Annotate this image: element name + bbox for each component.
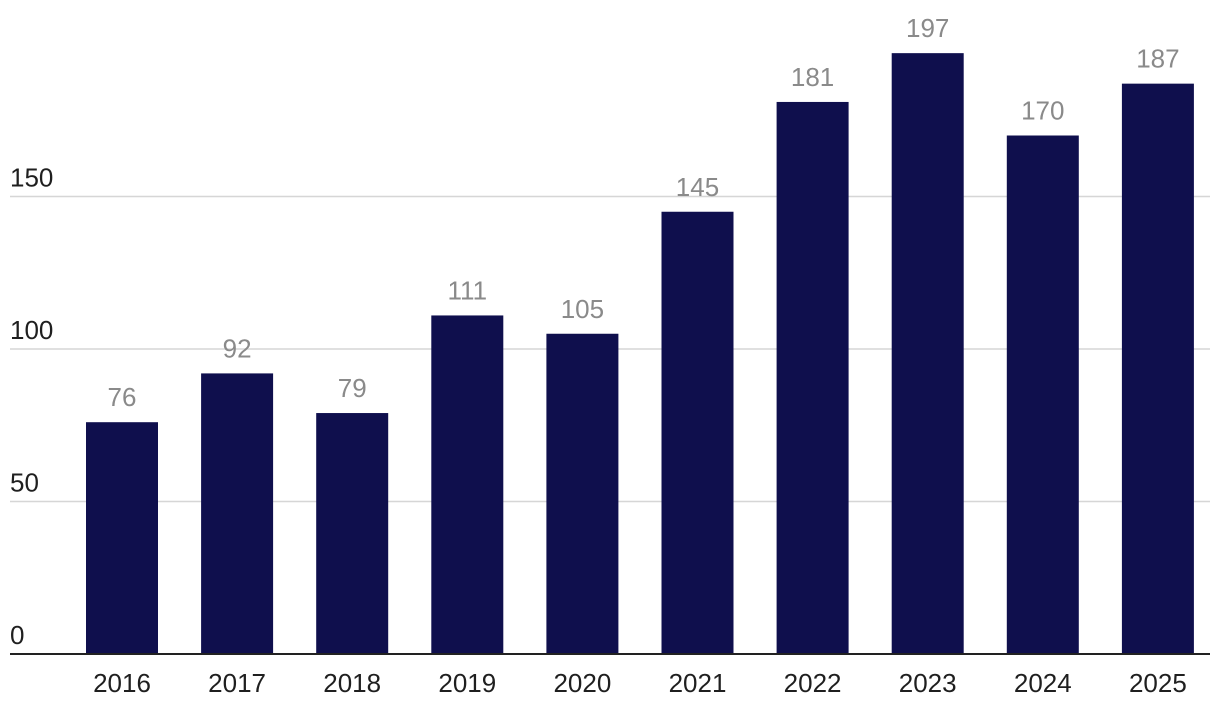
bar-2016 [86, 422, 158, 654]
data-label-2019: 111 [448, 275, 488, 305]
data-label-2025: 187 [1136, 44, 1179, 74]
y-tick-label: 50 [10, 468, 39, 498]
x-tick-label-2016: 2016 [93, 668, 151, 698]
bar-2018 [316, 413, 389, 654]
y-tick-label: 0 [10, 620, 24, 650]
bar-2024 [1006, 135, 1079, 654]
bars [86, 53, 1194, 654]
data-label-2016: 76 [108, 382, 137, 412]
x-axis-tick-labels: 2016 2017 2018 2019 2020 2021 2022 2023 2024 2025 [93, 668, 1187, 698]
bar-2025 [1121, 83, 1194, 654]
x-tick-label-2021: 2021 [669, 668, 727, 698]
data-label-2023: 197 [906, 13, 949, 43]
bar-2020 [546, 333, 619, 654]
data-label-2018: 79 [338, 373, 367, 403]
x-tick-label-2023: 2023 [899, 668, 957, 698]
bar-2021 [661, 211, 734, 654]
x-tick-label-2025: 2025 [1129, 668, 1187, 698]
y-tick-label: 150 [10, 163, 53, 193]
data-labels: 76 92 79 111 105 145 181 197 170 187 [108, 13, 1180, 412]
y-tick-label: 100 [10, 315, 53, 345]
x-tick-label-2017: 2017 [208, 668, 266, 698]
bar-2023 [891, 53, 964, 654]
data-label-2017: 92 [223, 333, 252, 363]
x-tick-label-2018: 2018 [323, 668, 381, 698]
data-label-2020: 105 [561, 294, 604, 324]
x-tick-label-2020: 2020 [553, 668, 611, 698]
x-tick-label-2019: 2019 [438, 668, 496, 698]
x-tick-label-2024: 2024 [1014, 668, 1072, 698]
data-label-2024: 170 [1021, 96, 1064, 126]
x-tick-label-2022: 2022 [784, 668, 842, 698]
bar-2017 [201, 373, 274, 654]
data-label-2021: 145 [676, 172, 719, 202]
data-label-2022: 181 [791, 62, 834, 92]
bar-2019 [431, 315, 504, 654]
y-axis-tick-labels: 0 50 100 150 [10, 163, 53, 651]
bar-2022 [776, 101, 849, 654]
